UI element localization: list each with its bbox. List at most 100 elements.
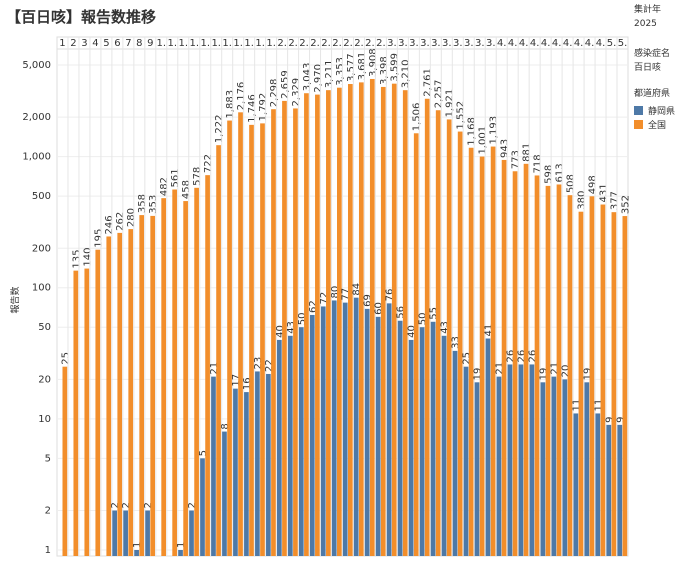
bar [501, 159, 507, 556]
data-label: 8 [220, 423, 231, 429]
bar [364, 308, 370, 556]
data-label: 3,398 [379, 56, 390, 85]
bar [446, 119, 452, 556]
x-tick-label: 3. [387, 38, 397, 49]
data-label: 1,506 [412, 103, 423, 132]
data-label: 9 [604, 416, 615, 422]
bar [606, 424, 612, 556]
data-label: 50 [418, 312, 429, 325]
bar [282, 100, 287, 556]
data-label: 84 [352, 283, 363, 296]
data-label: 943 [500, 139, 511, 158]
x-tick-label: 4. [519, 38, 529, 49]
data-label: 773 [511, 150, 522, 169]
filter-label: 集計年 [634, 3, 661, 15]
bar [452, 350, 458, 556]
bar [485, 338, 491, 556]
y-tick-label: 500 [32, 191, 51, 202]
bar [358, 82, 364, 557]
bar [112, 510, 117, 556]
y-tick-label: 10 [38, 414, 51, 425]
x-tick-label: 4. [574, 38, 584, 49]
data-label: 1,746 [247, 94, 258, 123]
data-label: 19 [538, 368, 549, 381]
bar [567, 195, 573, 556]
data-label: 3,353 [335, 57, 346, 86]
data-label: 11 [593, 399, 604, 412]
bar [266, 373, 271, 556]
x-tick-label: 2. [288, 38, 298, 49]
bar [529, 364, 535, 556]
data-label: 3,577 [346, 53, 357, 82]
bar [573, 413, 579, 556]
bar [512, 171, 518, 556]
bar [298, 327, 304, 556]
data-label: 41 [483, 324, 494, 337]
bar [600, 204, 606, 556]
data-label: 1,222 [214, 115, 225, 144]
bar [463, 366, 469, 556]
data-label: 16 [242, 377, 253, 390]
data-label: 1,921 [445, 89, 456, 118]
x-tick-label: 4 [92, 38, 98, 49]
data-label: 377 [609, 191, 620, 210]
data-label: 358 [137, 194, 148, 213]
bar [271, 109, 276, 556]
x-tick-label: 3. [442, 38, 452, 49]
bar [150, 215, 156, 556]
data-label: 21 [549, 362, 560, 375]
bar [441, 335, 447, 556]
x-tick-label: 1. [244, 38, 254, 49]
bar [277, 339, 282, 556]
x-tick-label: 4. [552, 38, 562, 49]
x-tick-label: 2. [277, 38, 287, 49]
x-tick-label: 2. [343, 38, 353, 49]
data-label: 22 [264, 359, 275, 372]
bar [287, 335, 293, 556]
data-label: 1,552 [456, 101, 467, 130]
y-tick-label: 20 [38, 374, 51, 385]
bar [380, 86, 386, 557]
bar [123, 510, 128, 556]
data-label: 195 [93, 229, 104, 248]
data-label: 25 [462, 352, 473, 365]
data-label: 881 [522, 143, 533, 162]
y-tick-label: 200 [32, 243, 51, 254]
bar [584, 382, 590, 556]
bar [540, 382, 546, 556]
x-tick-label: 1. [157, 38, 167, 49]
data-label: 5 [198, 450, 209, 456]
data-label: 353 [148, 195, 159, 214]
data-label: 2,970 [313, 64, 324, 93]
bar [117, 232, 123, 556]
x-tick-label: 3. [431, 38, 441, 49]
x-tick-label: 2. [365, 38, 375, 49]
x-tick-label: 1. [233, 38, 243, 49]
data-label: 352 [620, 195, 631, 214]
data-label: 1,168 [467, 117, 478, 146]
data-label: 598 [543, 165, 554, 184]
bar [189, 510, 194, 556]
x-tick-label: 1. [200, 38, 210, 49]
bar [255, 371, 260, 556]
y-tick-label: 2 [45, 506, 51, 517]
filter-value: 2025 [634, 19, 657, 29]
data-label: 11 [571, 399, 582, 412]
bar [293, 108, 298, 556]
data-label: 76 [385, 289, 396, 302]
x-tick-label: 3. [420, 38, 430, 49]
bar [496, 376, 502, 556]
data-label: 561 [170, 168, 181, 187]
data-label: 2 [187, 502, 198, 508]
x-tick-label: 3. [409, 38, 419, 49]
bar [413, 133, 419, 556]
bar [408, 339, 414, 556]
bar [211, 376, 216, 556]
bar [320, 306, 326, 556]
x-tick-label: 8 [136, 38, 142, 49]
data-label: 20 [560, 365, 571, 378]
x-tick-label: 1. [255, 38, 265, 49]
bar [479, 156, 485, 557]
data-label: 2,298 [269, 79, 280, 108]
data-label: 21 [494, 362, 505, 375]
